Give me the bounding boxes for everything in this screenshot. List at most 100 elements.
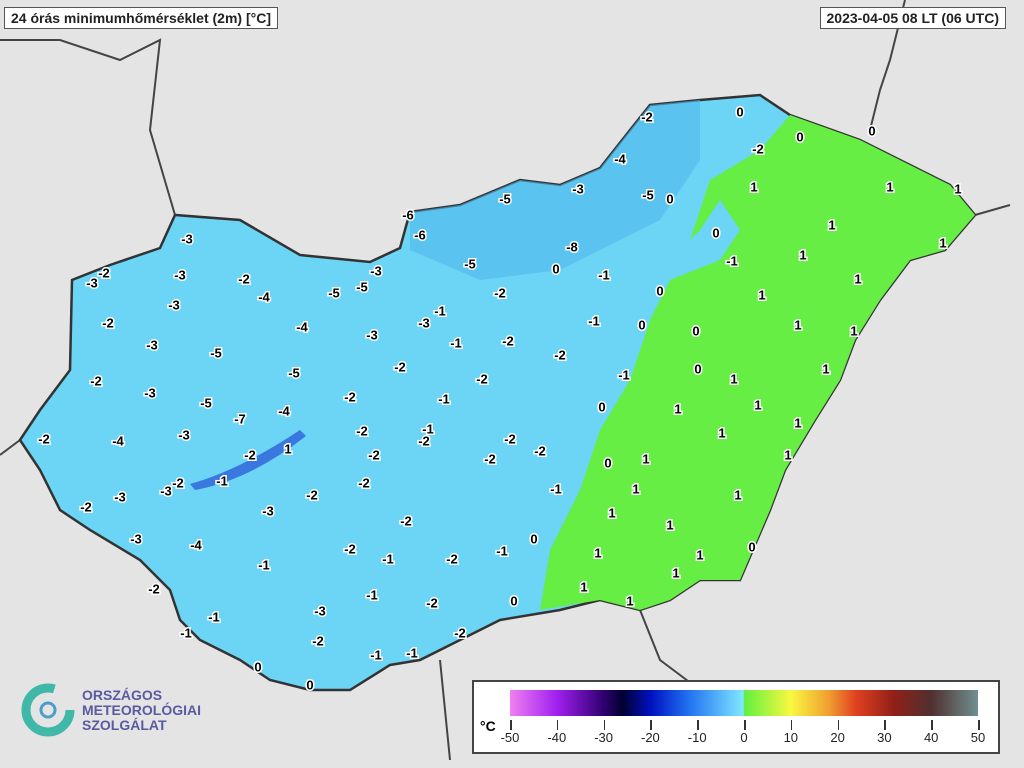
legend-tick-label: -50 xyxy=(500,730,520,745)
station-value: -3 xyxy=(572,181,584,196)
omsz-logo: ORSZÁGOS METEOROLÓGIAI SZOLGÁLAT xyxy=(20,682,201,738)
station-value: 1 xyxy=(666,517,673,532)
station-value: -5 xyxy=(642,187,654,202)
station-value: -1 xyxy=(598,267,610,282)
legend-tick xyxy=(556,720,559,730)
station-value: -1 xyxy=(618,367,630,382)
station-value: 0 xyxy=(598,399,605,414)
station-value: 0 xyxy=(510,593,517,608)
station-value: -3 xyxy=(86,275,98,290)
station-value: -2 xyxy=(494,285,506,300)
legend-tick xyxy=(837,720,840,730)
station-value: 0 xyxy=(796,129,803,144)
station-value: 1 xyxy=(730,371,737,386)
legend-tick-label: -40 xyxy=(547,730,567,745)
station-value: -1 xyxy=(180,625,192,640)
station-value: -1 xyxy=(382,551,394,566)
legend-tick-label: 50 xyxy=(970,730,986,745)
station-value: -1 xyxy=(588,313,600,328)
legend-tick-label: 10 xyxy=(783,730,799,745)
station-value: -2 xyxy=(554,347,566,362)
station-value: -2 xyxy=(484,451,496,466)
station-value: 1 xyxy=(696,547,703,562)
station-value: 1 xyxy=(754,397,761,412)
station-value: 1 xyxy=(718,425,725,440)
legend-tick xyxy=(697,720,699,730)
station-value: 1 xyxy=(954,181,961,196)
station-value: 1 xyxy=(794,415,801,430)
station-value: -8 xyxy=(566,239,578,254)
station-value: -2 xyxy=(534,443,546,458)
station-value: 1 xyxy=(939,235,946,250)
station-value: 0 xyxy=(736,104,743,119)
station-value: 1 xyxy=(284,441,291,456)
station-value: -5 xyxy=(288,365,300,380)
station-value: -1 xyxy=(422,421,434,436)
border-ukraine xyxy=(869,0,906,131)
legend-colorbar xyxy=(510,690,978,716)
station-value: 0 xyxy=(748,539,755,554)
station-value: 1 xyxy=(632,481,639,496)
station-value: -2 xyxy=(454,625,466,640)
station-value: -2 xyxy=(102,315,114,330)
lake-balaton xyxy=(190,430,306,490)
legend-tick xyxy=(931,720,933,730)
station-value: -5 xyxy=(210,345,222,360)
station-value: -1 xyxy=(258,557,270,572)
country-borders xyxy=(0,0,1011,761)
station-value: 0 xyxy=(306,677,313,692)
station-value: 0 xyxy=(694,361,701,376)
logo-line2: METEOROLÓGIAI xyxy=(82,701,201,718)
logo-line3: SZOLGÁLAT xyxy=(82,716,167,733)
border-romania-east xyxy=(974,204,1011,216)
station-value: -3 xyxy=(174,267,186,282)
station-value: -2 xyxy=(426,595,438,610)
station-value: -2 xyxy=(502,333,514,348)
station-value: 0 xyxy=(868,123,875,138)
station-value: -5 xyxy=(499,191,511,206)
legend-tick-label: 20 xyxy=(830,730,845,745)
station-value: -1 xyxy=(406,645,418,660)
station-value: -2 xyxy=(476,371,488,386)
station-value: 1 xyxy=(642,451,649,466)
station-value: -2 xyxy=(504,431,516,446)
station-value: 1 xyxy=(850,323,857,338)
legend-tick-label: -20 xyxy=(640,730,660,745)
station-value: -2 xyxy=(358,475,370,490)
station-value: -3 xyxy=(160,483,172,498)
station-value: -3 xyxy=(314,603,326,618)
station-value: -2 xyxy=(394,359,406,374)
border-slovenia xyxy=(0,439,21,456)
station-value: -2 xyxy=(418,433,430,448)
station-value: -1 xyxy=(726,253,738,268)
station-value: -2 xyxy=(38,431,50,446)
station-value: 1 xyxy=(784,447,791,462)
above-zero-area xyxy=(540,115,975,610)
station-value: -4 xyxy=(296,319,308,334)
legend-tick xyxy=(884,720,886,730)
station-value: 0 xyxy=(254,659,261,674)
station-value: 1 xyxy=(594,545,601,560)
station-value: 0 xyxy=(604,455,611,470)
station-value: 1 xyxy=(828,217,835,232)
station-value: 1 xyxy=(672,565,679,580)
station-value: -2 xyxy=(306,487,318,502)
station-value: -2 xyxy=(446,551,458,566)
station-value: 1 xyxy=(580,579,587,594)
station-value: 1 xyxy=(758,287,765,302)
logo-line1: ORSZÁGOS xyxy=(82,686,163,703)
station-value: -2 xyxy=(90,373,102,388)
border-romania-south xyxy=(639,609,701,691)
station-value: -2 xyxy=(356,423,368,438)
station-value: -7 xyxy=(234,411,246,426)
station-value: 0 xyxy=(712,225,719,240)
station-value: -2 xyxy=(312,633,324,648)
station-value: -2 xyxy=(400,513,412,528)
station-value: -2 xyxy=(344,389,356,404)
colder-zone xyxy=(410,100,700,280)
station-value: -2 xyxy=(244,447,256,462)
station-value: -2 xyxy=(80,499,92,514)
station-value: -5 xyxy=(328,285,340,300)
